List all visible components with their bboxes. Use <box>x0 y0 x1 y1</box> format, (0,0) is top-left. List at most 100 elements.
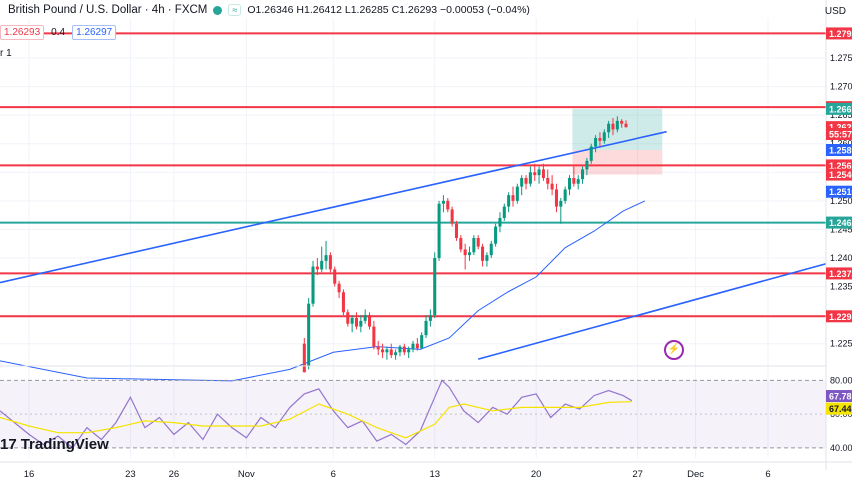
candle-body <box>611 123 615 130</box>
candle-body <box>581 169 585 180</box>
candle-body <box>363 315 367 321</box>
candle-body <box>376 346 380 350</box>
candle-body <box>598 138 602 141</box>
candle-body <box>607 123 611 133</box>
replay-icon[interactable]: ⚡ <box>664 340 684 360</box>
rsi-value-label: 67.78 <box>829 392 852 402</box>
y-tick-label: 1.2600 <box>830 139 852 149</box>
price-label-tag <box>826 159 852 172</box>
candle-body <box>415 343 419 349</box>
sell-price-button[interactable]: 1.26293 <box>0 25 45 40</box>
candle-body <box>589 146 593 161</box>
y-tick-label: 1.2700 <box>830 82 852 92</box>
price-label: 1.2462 <box>829 218 852 228</box>
candle-body <box>485 255 489 261</box>
rsi-tick-label: 80.00 <box>830 375 852 385</box>
candle-body <box>576 179 580 184</box>
x-tick-label: 26 <box>169 469 180 480</box>
candle-body <box>407 349 411 353</box>
candle-body <box>307 303 311 367</box>
rsi-line <box>0 379 633 449</box>
price-label-tag <box>826 168 852 181</box>
candle-body <box>511 195 515 201</box>
candle-body <box>350 318 354 324</box>
x-tick-label: Dec <box>687 469 704 480</box>
candle-body <box>546 178 550 184</box>
candle-body <box>354 318 359 327</box>
compare-icon[interactable]: ≈ <box>228 4 242 16</box>
y-tick-label: 1.2750 <box>830 53 852 63</box>
candle-body <box>302 343 306 373</box>
x-tick-label: 6 <box>765 469 770 480</box>
y-tick-label: 1.2400 <box>830 253 852 263</box>
y-tick-label: 1.2450 <box>830 224 852 234</box>
chart-header: British Pound / U.S. Dollar · 4h · FXCM … <box>8 4 530 16</box>
market-status-dot <box>213 5 223 15</box>
candle-body <box>381 349 385 353</box>
candle-body <box>324 255 328 261</box>
candle-body <box>433 258 437 316</box>
price-label: 55:57 <box>829 130 852 140</box>
candle-body <box>502 206 506 218</box>
candle-body <box>554 189 558 207</box>
candle-body <box>476 238 480 247</box>
candle-body <box>533 172 537 176</box>
buy-price-button[interactable]: 1.26297 <box>72 25 117 40</box>
rsi-value-tag <box>826 402 852 415</box>
candle-body <box>515 186 519 201</box>
candle-body <box>320 260 324 270</box>
candle-body <box>428 315 432 321</box>
currency-label[interactable]: USD <box>824 6 846 17</box>
candle-body <box>437 203 441 258</box>
candle-body <box>441 200 445 204</box>
tradingview-mark-icon: 17 <box>0 436 17 453</box>
x-tick-label: 23 <box>125 469 136 480</box>
candle-body <box>567 178 572 190</box>
x-tick-label: Nov <box>238 469 255 480</box>
candle-body <box>450 209 454 224</box>
rsi-value-label: 67.44 <box>829 404 852 414</box>
price-label-tag <box>826 144 852 156</box>
trendline <box>477 262 827 360</box>
price-label-tag <box>826 128 852 140</box>
candle-body <box>541 169 545 178</box>
symbol-title[interactable]: British Pound / U.S. Dollar · 4h · FXCM <box>8 4 208 16</box>
candle-body <box>489 243 493 256</box>
candle-body <box>411 343 415 350</box>
price-label-tag <box>826 310 852 323</box>
price-label-tag <box>826 185 852 198</box>
candle-body <box>498 218 502 227</box>
quote-row: 1.26293 0.4 1.26297 <box>0 25 117 40</box>
candle-body <box>520 178 524 187</box>
rsi-band <box>0 380 826 448</box>
price-label: 1.2629 <box>829 123 852 133</box>
candle-body <box>368 315 372 327</box>
candle-body <box>311 266 315 304</box>
rsi-value-tag <box>826 390 852 403</box>
candle-body <box>524 178 528 184</box>
tradingview-logo[interactable]: 17 TradingView <box>0 436 109 453</box>
indicator-label[interactable]: r 1 <box>0 48 12 59</box>
candle-body <box>537 169 541 176</box>
x-tick-label: 27 <box>632 469 643 480</box>
candle-body <box>602 132 606 141</box>
price-label-tag <box>826 216 852 229</box>
y-tick-label: 1.2500 <box>830 196 852 206</box>
price-label-tag <box>826 27 852 40</box>
price-label: 1.2589 <box>829 146 852 156</box>
candle-body <box>359 320 363 327</box>
ohlc-readout: O1.26346 H1.26412 L1.26285 C1.26293 −0.0… <box>247 4 530 16</box>
candle-body <box>446 200 450 210</box>
candle-body <box>463 249 467 256</box>
candle-body <box>328 255 332 270</box>
spread-value: 0.4 <box>51 27 66 38</box>
candle-body <box>346 312 350 324</box>
y-tick-label: 1.2350 <box>830 282 852 292</box>
y-tick-label: 1.2650 <box>830 110 852 120</box>
candle-body <box>507 195 511 207</box>
price-label: 1.2373 <box>829 269 852 279</box>
candle-body <box>467 252 472 256</box>
candle-body <box>454 223 458 238</box>
candle-body <box>420 335 424 349</box>
